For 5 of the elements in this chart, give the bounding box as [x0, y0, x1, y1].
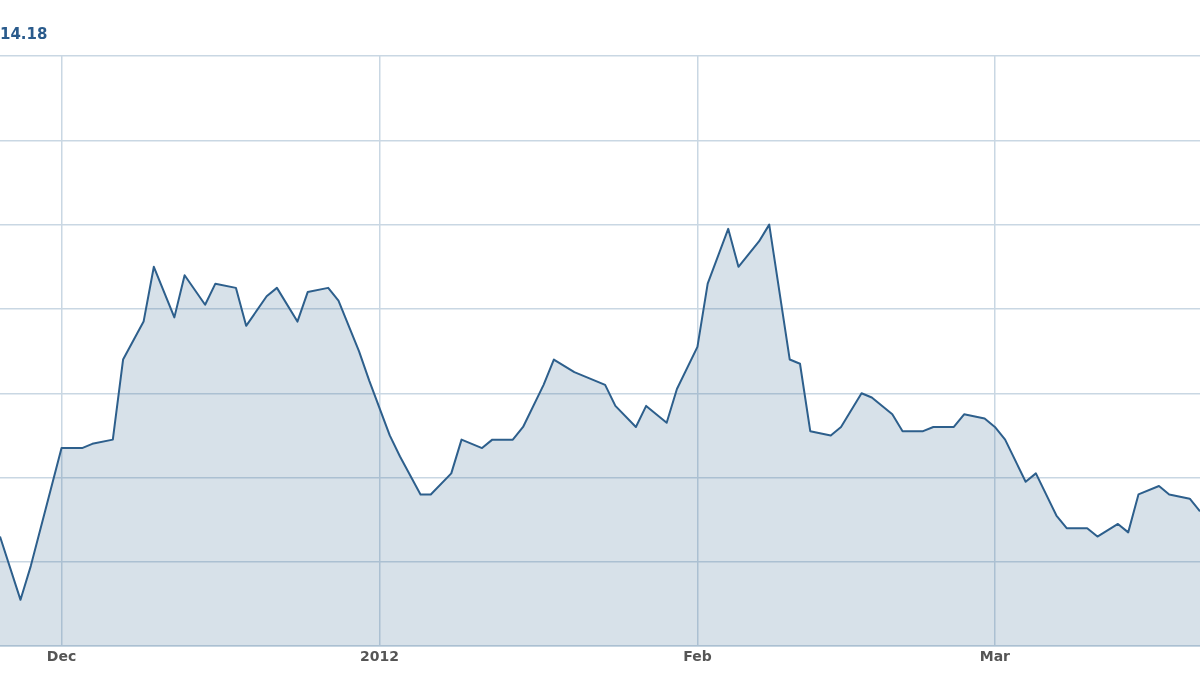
x-tick-label: Dec [46, 648, 77, 665]
x-tick-label: 2012 [360, 648, 399, 665]
x-tick-label: Mar [979, 648, 1011, 665]
x-tick-label: Feb [683, 648, 712, 665]
chart-title: 14.18 [0, 24, 48, 43]
